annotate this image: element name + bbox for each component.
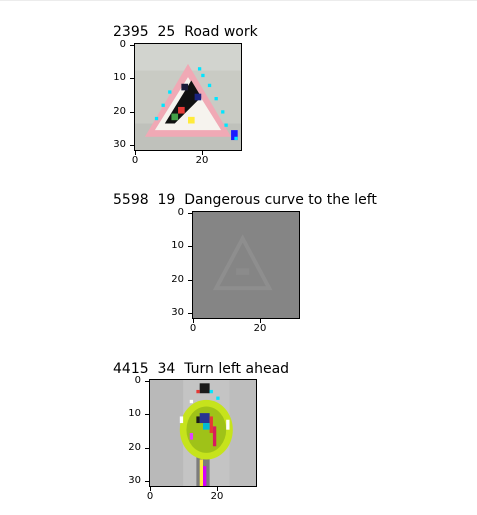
ytick-label: 0 bbox=[119, 39, 126, 50]
image-axes bbox=[134, 43, 242, 151]
xtick-label: 20 bbox=[253, 323, 267, 334]
ytick-label: 20 bbox=[171, 274, 184, 285]
panel-title: 4415 34 Turn left ahead bbox=[113, 361, 290, 377]
ytick-mark bbox=[188, 246, 192, 247]
ytick-label: 30 bbox=[128, 475, 141, 486]
ytick-label: 10 bbox=[171, 240, 184, 251]
ytick-mark bbox=[145, 414, 149, 415]
xtick-mark bbox=[150, 487, 151, 491]
xtick-mark bbox=[202, 151, 203, 155]
xtick-mark bbox=[217, 487, 218, 491]
ytick-label: 20 bbox=[128, 442, 141, 453]
turn-left-ahead-sign-image bbox=[150, 380, 256, 486]
xtick-label: 0 bbox=[131, 155, 139, 166]
image-axes bbox=[192, 211, 300, 319]
ytick-mark bbox=[130, 45, 134, 46]
ytick-mark bbox=[188, 213, 192, 214]
ytick-label: 0 bbox=[177, 207, 184, 218]
xtick-mark bbox=[135, 151, 136, 155]
road-work-sign-image bbox=[135, 44, 241, 150]
top-border bbox=[0, 0, 477, 1]
ytick-label: 10 bbox=[128, 408, 141, 419]
xtick-label: 0 bbox=[189, 323, 197, 334]
ytick-mark bbox=[130, 78, 134, 79]
xtick-label: 20 bbox=[210, 491, 224, 502]
dangerous-curve-sign-image bbox=[193, 212, 299, 318]
ytick-mark bbox=[188, 313, 192, 314]
xtick-mark bbox=[260, 319, 261, 323]
panel-title: 5598 19 Dangerous curve to the left bbox=[113, 192, 377, 208]
ytick-label: 0 bbox=[134, 375, 141, 386]
xtick-label: 20 bbox=[195, 155, 209, 166]
xtick-label: 0 bbox=[146, 491, 154, 502]
ytick-label: 30 bbox=[171, 307, 184, 318]
ytick-mark bbox=[188, 280, 192, 281]
ytick-mark bbox=[130, 145, 134, 146]
ytick-label: 20 bbox=[113, 106, 126, 117]
xtick-mark bbox=[193, 319, 194, 323]
ytick-label: 30 bbox=[113, 139, 126, 150]
panel-title: 2395 25 Road work bbox=[113, 24, 258, 40]
ytick-mark bbox=[130, 112, 134, 113]
ytick-label: 10 bbox=[113, 72, 126, 83]
ytick-mark bbox=[145, 448, 149, 449]
ytick-mark bbox=[145, 381, 149, 382]
ytick-mark bbox=[145, 481, 149, 482]
image-axes bbox=[149, 379, 257, 487]
